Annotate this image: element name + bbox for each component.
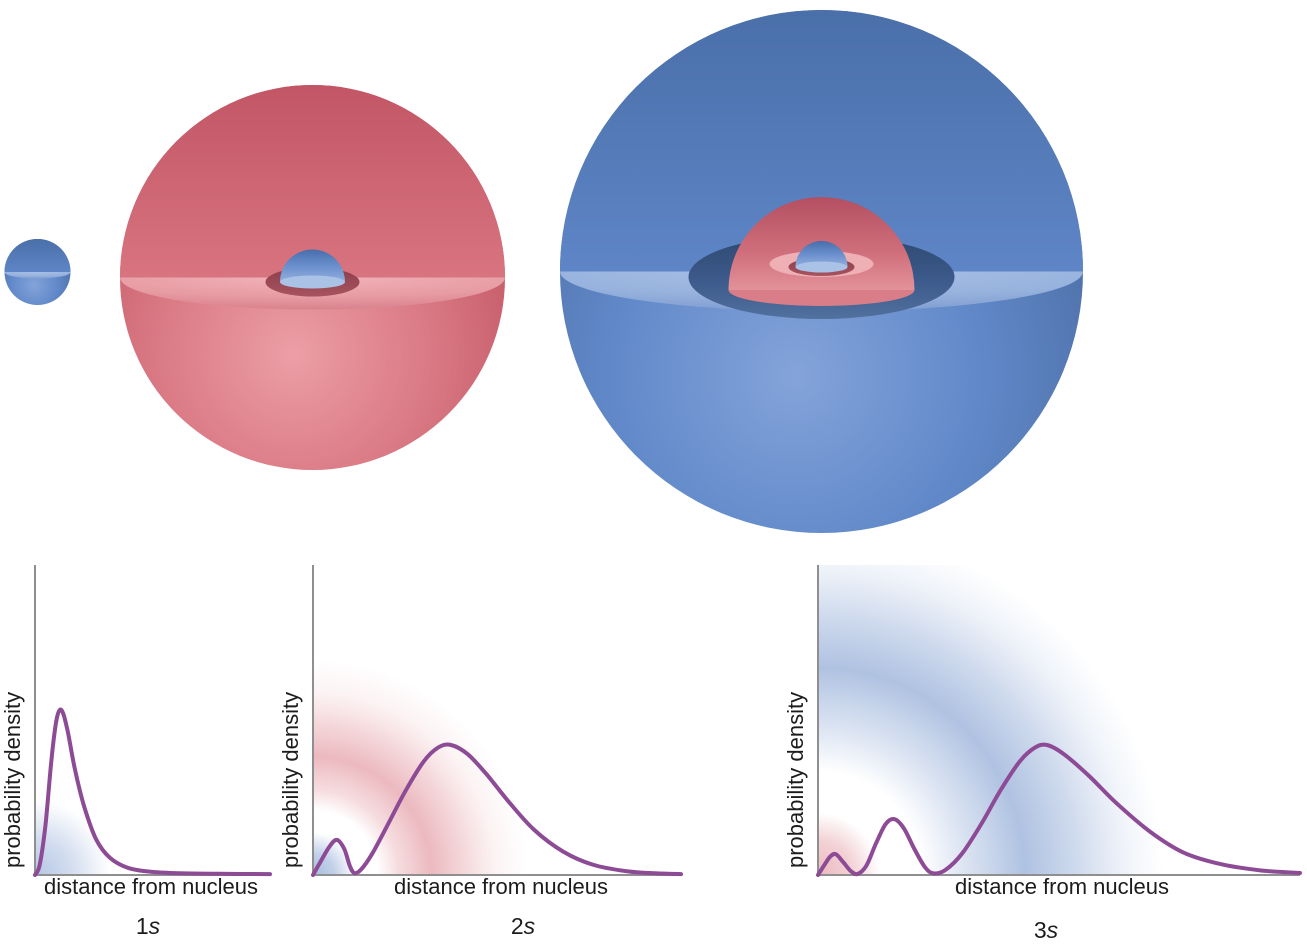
orbital-label-3s-letter: s <box>1047 917 1059 943</box>
orbital-label-2s-letter: s <box>524 913 536 939</box>
density-cloud-1s <box>35 800 110 875</box>
probability-curve-3s <box>816 742 1302 877</box>
inner-core-base-2s <box>280 275 345 289</box>
inner-core-dome-3s <box>795 241 848 267</box>
ylabel-1s: probability density <box>0 692 25 868</box>
sphere-top-hemisphere-2s <box>120 84 505 278</box>
orbital-label-1s: 1s <box>136 913 161 939</box>
sphere-top-hemisphere-1s <box>4 239 71 272</box>
ylabel-3s: probability density <box>783 692 808 868</box>
xlabel-1s: distance from nucleus <box>44 874 258 899</box>
probability-curve-2s <box>311 742 683 877</box>
orbital-label-3s: 3s <box>1034 917 1059 943</box>
orbital-label-1s-letter: s <box>149 913 161 939</box>
plot-3s: probability density distance from nucleu… <box>783 565 1302 943</box>
orbital-label-1s-number: 1 <box>136 913 149 939</box>
density-cloud-3s <box>818 565 1163 875</box>
sphere-cut-face-1s <box>4 272 71 279</box>
orbital-model-1s <box>4 239 71 305</box>
orbital-label-2s-number: 2 <box>511 913 524 939</box>
xlabel-2s: distance from nucleus <box>394 874 608 899</box>
ylabel-2s: probability density <box>278 692 303 868</box>
orbital-label-2s: 2s <box>511 913 536 939</box>
orbital-label-3s-number: 3 <box>1034 917 1047 943</box>
xlabel-3s: distance from nucleus <box>955 874 1169 899</box>
plot-2s: probability density distance from nucleu… <box>278 565 683 939</box>
inner-core-dome-2s <box>280 249 345 282</box>
sphere-top-hemisphere-3s <box>560 9 1083 272</box>
probability-curve-1s <box>33 707 272 877</box>
inner-core-base-3s <box>795 261 848 273</box>
shell-dome-base-3s <box>728 290 915 306</box>
plot-1s: probability density distance from nucleu… <box>0 565 272 939</box>
orbital-model-3s <box>560 9 1083 533</box>
orbital-model-2s <box>120 84 505 470</box>
